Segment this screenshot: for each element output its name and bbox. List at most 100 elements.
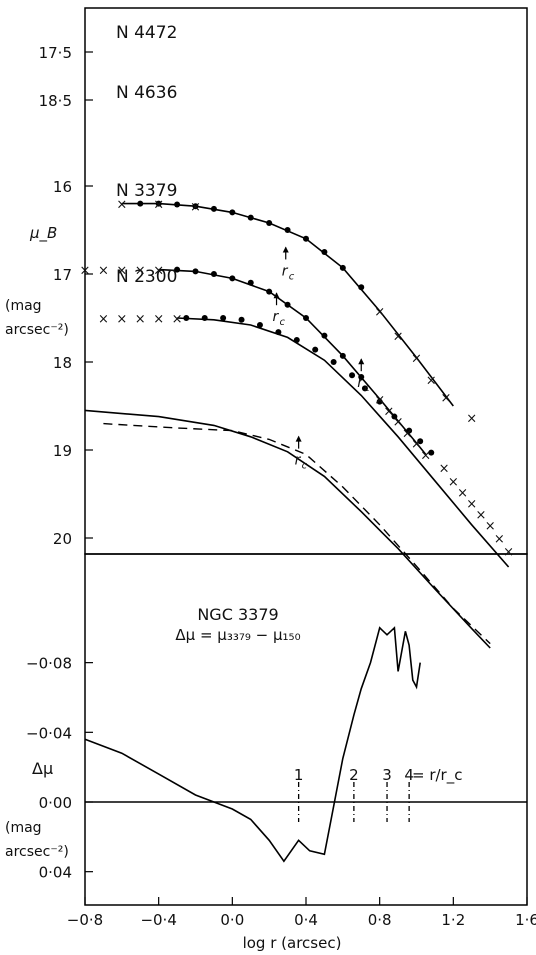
bottom-panel-frame [84, 553, 528, 906]
bottom-ytick-label: −0·04 [26, 724, 72, 742]
data-point-cross: × [374, 305, 385, 320]
bottom-xtick-label: 1·2 [441, 911, 465, 929]
bottom-xtick-label: 1·6 [515, 911, 536, 929]
rc-label: r [273, 309, 280, 325]
top-ytick-label: 19 [53, 442, 72, 460]
data-point-dot [349, 372, 356, 379]
data-point-cross: × [420, 448, 431, 463]
data-point-dot [321, 332, 328, 339]
rc-label-sub: c [289, 271, 295, 282]
data-point-dot [358, 284, 365, 291]
data-point-dot [428, 449, 435, 456]
bottom-ylabel: Δμ [32, 759, 53, 778]
data-point-dot [137, 200, 144, 207]
data-point-cross: × [439, 462, 450, 477]
data-point-cross: × [393, 330, 404, 345]
data-point-dot [303, 315, 309, 321]
data-point-dot [174, 201, 181, 208]
delta-mu-line [84, 626, 421, 863]
data-point-cross: × [441, 391, 452, 406]
data-point-dot [174, 266, 181, 273]
bottom-xtick-label: 0·8 [368, 911, 392, 929]
rc-arrow-head [295, 435, 302, 442]
data-point-dot [284, 301, 291, 308]
rc-label-sub: c [364, 383, 370, 394]
bottom-ytick-label: 0·00 [39, 794, 72, 812]
series-label: N 2300 [116, 267, 177, 287]
data-point-dot [339, 352, 346, 359]
data-point-dot [192, 268, 199, 275]
data-point-dot [229, 275, 236, 282]
data-point-cross: × [393, 415, 404, 430]
data-point-dot [210, 271, 217, 277]
data-point-dot [229, 209, 236, 216]
bottom-axes: −0·08 −0·04 0·00 0·04 −0·8 −0·4 0·0 0·4 0·8 1·2 1·… [26, 655, 536, 929]
top-ylabel-units-1: (mag [5, 298, 42, 314]
series-label: N 4636 [116, 83, 177, 103]
bottom-ylabel-units-1: (mag [5, 820, 42, 836]
data-point-cross: × [457, 486, 468, 501]
data-point-dot [358, 373, 365, 380]
data-point-cross: × [374, 393, 385, 408]
ratio-label: = r/r_c [412, 766, 462, 785]
data-point-cross: × [153, 198, 164, 213]
data-point-cross: × [80, 264, 91, 279]
ratio-tick-label: 1 [294, 766, 304, 784]
data-point-dot [247, 279, 254, 286]
top-ytick-label: 18·5 [39, 92, 72, 110]
data-point-cross: × [135, 264, 146, 279]
data-point-dot [201, 315, 208, 321]
data-point-cross: × [190, 200, 201, 215]
data-point-dot [293, 337, 300, 343]
data-point-cross: × [485, 519, 496, 534]
top-ylabel: μ_B [29, 224, 57, 243]
data-point-dot [210, 205, 217, 212]
top-ytick-label: 17 [53, 266, 72, 284]
data-point-dot [183, 315, 190, 321]
data-point-dot [321, 249, 328, 255]
ratio-tick-label: 2 [349, 766, 359, 784]
bottom-xtick-label: −0·8 [67, 911, 103, 929]
data-point-cross: × [153, 312, 164, 327]
series-label: N 4472 [116, 23, 177, 43]
bottom-xtick-label: −0·4 [140, 911, 176, 929]
series-fit-line [177, 317, 510, 568]
bottom-title-line1: NGC 3379 [197, 605, 278, 624]
rc-label: r [357, 375, 364, 391]
top-ytick-label: 17·5 [39, 44, 72, 62]
data-point-cross: × [476, 508, 487, 523]
rc-label-sub: c [302, 461, 308, 472]
series-fit-line [158, 268, 427, 455]
data-point-dot [192, 203, 199, 210]
top-ytick-label: 20 [53, 530, 72, 548]
data-point-cross: × [466, 497, 477, 512]
data-point-cross: × [494, 532, 505, 547]
data-point-dot [155, 200, 162, 207]
rc-arrow-head [273, 292, 280, 299]
data-point-cross: × [153, 264, 164, 279]
bottom-ytick-label: 0·04 [39, 864, 72, 882]
bottom-series [84, 626, 421, 863]
ratio-tick-label: 3 [382, 766, 392, 784]
data-point-cross: × [135, 312, 146, 327]
data-point-cross: × [116, 198, 127, 213]
top-ytick-label: 16 [53, 178, 72, 196]
data-point-cross: × [426, 374, 437, 389]
bottom-ytick-label: −0·08 [26, 655, 72, 673]
data-point-dot [284, 227, 291, 233]
top-y-axis: 17·5 18·5 16 17 18 19 20 [39, 44, 93, 548]
rc-label: r [295, 453, 302, 469]
data-point-cross: × [411, 437, 422, 452]
x-axis-label: log r (arcsec) [243, 934, 342, 952]
data-point-dot [312, 346, 319, 353]
data-point-dot [275, 329, 282, 336]
rc-label: r [282, 263, 289, 279]
series-label: N 3379 [116, 181, 177, 201]
rc-label-sub: c [280, 317, 286, 328]
data-point-dot [238, 316, 245, 323]
data-point-cross: × [402, 426, 413, 441]
data-point-dot [247, 214, 254, 221]
data-point-cross: × [448, 475, 459, 490]
